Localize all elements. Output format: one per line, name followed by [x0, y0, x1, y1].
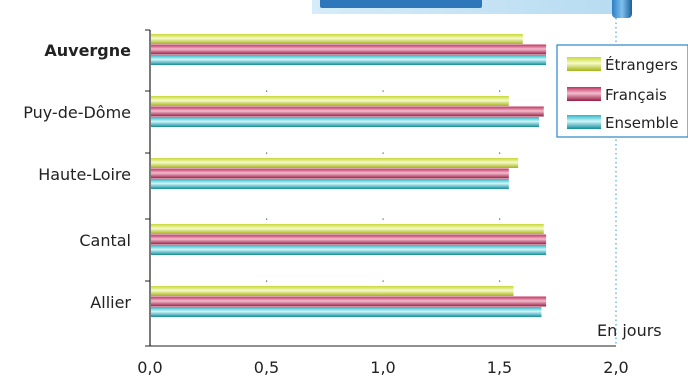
x-tick-label-4: 2,0	[603, 358, 628, 377]
legend-label-ensemble: Ensemble	[605, 114, 679, 132]
bar-puy-de-dome-francais	[151, 106, 544, 117]
legend-swatch-etrangers	[567, 57, 601, 71]
grid-dot	[499, 218, 501, 220]
bar-cantal-etrangers	[151, 224, 544, 234]
grid-dot	[382, 280, 384, 282]
bar-allier-ensemble	[151, 307, 542, 317]
bar-haute-loire-ensemble	[151, 179, 509, 189]
unit-label: En jours	[597, 321, 662, 340]
legend-swatch-francais	[567, 87, 601, 101]
x-tick-label-3: 1,5	[487, 358, 512, 377]
bar-cantal-francais	[151, 234, 547, 245]
bar-auvergne-francais	[151, 44, 547, 55]
grid-dot	[266, 152, 268, 154]
grid-dot	[266, 280, 268, 282]
bar-auvergne-etrangers	[151, 34, 523, 44]
bar-allier-francais	[151, 296, 547, 307]
x-tick-labels: 0,0 0,5 1,0 1,5 2,0	[137, 358, 628, 377]
bar-cantal-ensemble	[151, 245, 547, 255]
legend-label-etrangers: Étrangers	[605, 55, 678, 74]
grid-dot	[382, 152, 384, 154]
grid-dot	[266, 90, 268, 92]
bar-puy-de-dome-ensemble	[151, 117, 540, 127]
x-tick-label-2: 1,0	[370, 358, 395, 377]
category-label-auvergne: Auvergne	[44, 41, 131, 60]
bars-group	[145, 29, 547, 347]
x-tick-label-0: 0,0	[137, 358, 162, 377]
category-labels: Auvergne Puy-de-Dôme Haute-Loire Cantal Alli…	[23, 41, 131, 312]
category-label-haute-loire: Haute-Loire	[38, 165, 131, 184]
bar-haute-loire-francais	[151, 168, 509, 179]
legend: Étrangers Français Ensemble	[556, 44, 688, 138]
legend-label-francais: Français	[605, 86, 667, 104]
grid-dot	[382, 218, 384, 220]
category-label-allier: Allier	[90, 293, 131, 312]
grid-dot	[266, 218, 268, 220]
banner-cylinder-icon	[612, 0, 632, 18]
bar-allier-etrangers	[151, 286, 514, 296]
legend-swatch-ensemble	[567, 115, 601, 129]
title-banner-text-fragment	[320, 0, 482, 8]
grid-dot	[382, 90, 384, 92]
bar-puy-de-dome-etrangers	[151, 96, 509, 106]
grid-dot	[499, 280, 501, 282]
grid-dot	[499, 90, 501, 92]
x-tick-label-1: 0,5	[254, 358, 279, 377]
grid-dot	[499, 152, 501, 154]
bar-auvergne-ensemble	[151, 55, 547, 65]
bar-haute-loire-etrangers	[151, 158, 519, 168]
category-label-puy-de-dome: Puy-de-Dôme	[23, 103, 131, 122]
category-label-cantal: Cantal	[79, 231, 131, 250]
